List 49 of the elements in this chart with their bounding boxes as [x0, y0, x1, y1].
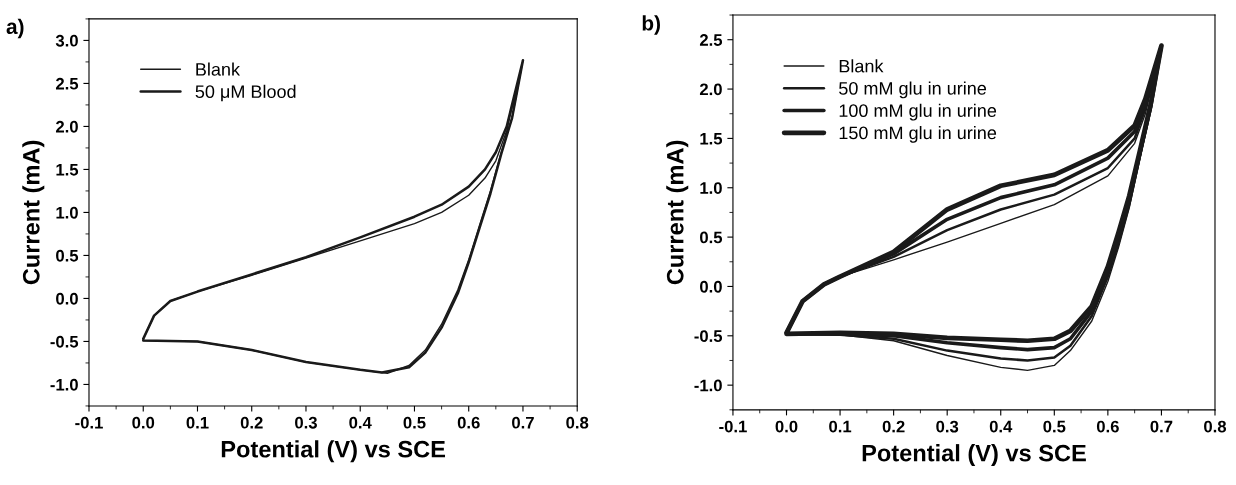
chart-title: b)	[642, 15, 660, 35]
x-tick-label: 0.1	[829, 420, 852, 433]
legend-label: 150 mM glu in urine	[839, 126, 997, 143]
legend-label: 100 mM glu in urine	[839, 103, 997, 121]
x-tick-label: 0.2	[882, 420, 905, 433]
x-tick-label: 0.0	[775, 420, 798, 433]
y-tick-label: 2.5	[55, 77, 79, 90]
x-tick-label: 0.8	[1204, 420, 1227, 433]
x-tick-label: 0.3	[936, 420, 959, 433]
x-tick-label: 0.6	[1096, 420, 1119, 433]
x-axis-title: Potential (V) vs SCE	[862, 444, 1086, 467]
x-tick-label: 0.7	[512, 416, 534, 429]
y-tick-label: 0.0	[56, 292, 78, 305]
y-tick-label: 1.0	[56, 206, 78, 219]
y-tick-label: 2.0	[55, 120, 78, 133]
x-tick-label: -0.1	[75, 416, 103, 429]
x-tick-label: 0.4	[989, 420, 1013, 433]
y-axis-title: Current (mA)	[666, 140, 689, 285]
legend-label: Blank	[839, 59, 884, 73]
x-tick-label: 0.4	[349, 416, 372, 429]
x-tick-label: 0.8	[566, 416, 589, 429]
legend-label: 50 mM glu in urine	[839, 81, 987, 99]
x-tick-label: 0.5	[403, 416, 426, 429]
x-tick-label: 0.6	[457, 416, 480, 429]
chart-title: a)	[6, 18, 24, 39]
x-axis-title: Potential (V) vs SCE	[221, 440, 446, 463]
x-tick-label: -0.1	[719, 420, 747, 433]
x-tick-label: 0.2	[240, 416, 263, 429]
x-tick-label: 0.0	[132, 416, 155, 429]
x-tick-label: 0.3	[295, 416, 317, 429]
x-tick-label: 0.5	[1043, 420, 1066, 433]
legend-label: Blank	[196, 62, 241, 76]
y-tick-label: 2.0	[699, 83, 722, 96]
y-tick-label: 0.5	[700, 231, 723, 244]
y-tick-label: 0.5	[56, 249, 79, 262]
y-tick-label: -1.0	[694, 379, 722, 392]
y-tick-label: 3.0	[55, 34, 78, 47]
x-tick-label: 0.7	[1150, 420, 1173, 433]
y-tick-label: 1.5	[700, 132, 723, 145]
y-tick-label: 2.5	[699, 34, 723, 46]
y-tick-label: 1.0	[700, 182, 722, 194]
x-tick-label: 0.1	[186, 416, 209, 429]
y-axis-title: Current (mA)	[22, 140, 45, 285]
legend-label: 50 μM Blood	[195, 84, 296, 102]
y-tick-label: -1.0	[50, 378, 78, 391]
y-tick-label: 1.5	[56, 164, 79, 176]
y-tick-label: -0.5	[694, 330, 723, 342]
y-tick-label: 0.0	[700, 280, 722, 293]
y-tick-label: -0.5	[50, 335, 79, 348]
